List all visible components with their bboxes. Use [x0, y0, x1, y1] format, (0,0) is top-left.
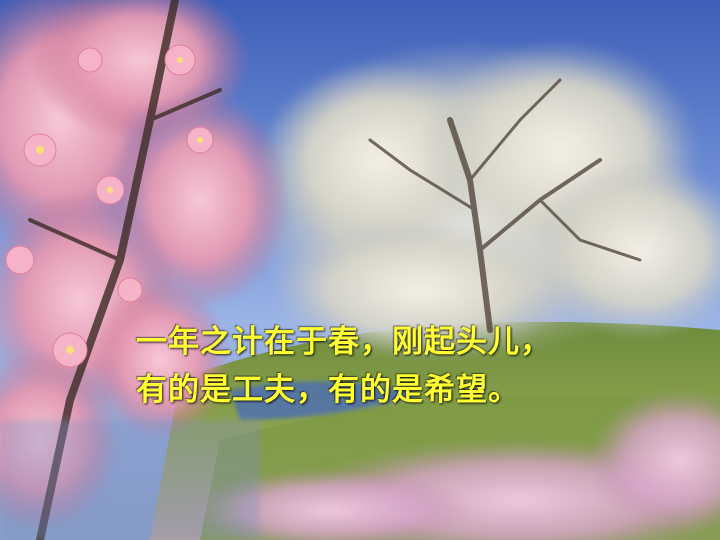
- caption-line-1: 一年之计在于春，刚起头儿，: [136, 324, 552, 360]
- caption-line-2: 有的是工夫，有的是希望。: [136, 372, 520, 408]
- slide-caption: 一年之计在于春，刚起头儿， 有的是工夫，有的是希望。: [136, 318, 696, 414]
